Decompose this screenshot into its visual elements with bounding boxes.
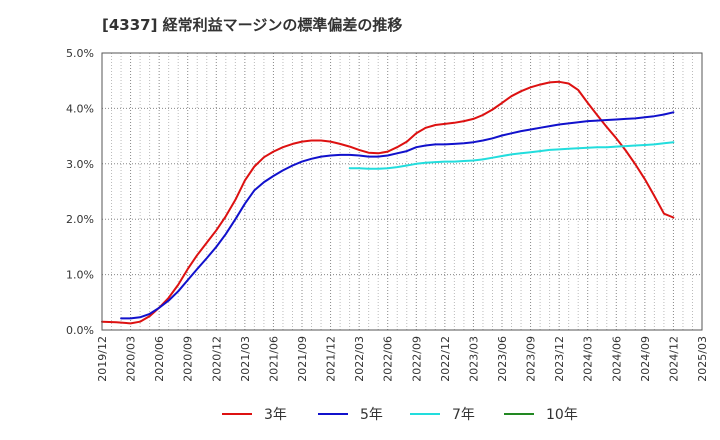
x-tick-label: 2024/09 xyxy=(639,336,652,382)
y-tick-label: 2.0% xyxy=(66,213,94,226)
y-tick-label: 3.0% xyxy=(66,158,94,171)
x-tick-label: 2020/09 xyxy=(182,336,195,382)
x-tick-label: 2023/03 xyxy=(467,336,480,382)
legend-label: 10年 xyxy=(546,407,578,423)
x-tick-label: 2022/06 xyxy=(382,336,395,382)
series-layer xyxy=(101,80,675,325)
x-tick-label: 2025/03 xyxy=(696,336,709,382)
x-tick-label: 2019/12 xyxy=(96,336,109,382)
grid-layer xyxy=(102,53,702,330)
x-tick-label: 2020/03 xyxy=(125,336,138,382)
x-tick-label: 2021/09 xyxy=(296,336,309,382)
x-tick-label: 2022/03 xyxy=(353,336,366,382)
chart-title: [4337] 経常利益マージンの標準偏差の推移 xyxy=(102,16,403,34)
x-tick-label: 2023/06 xyxy=(496,336,509,382)
x-tick-label: 2023/12 xyxy=(553,336,566,382)
series-line-2 xyxy=(348,141,675,170)
x-tick-label: 2024/03 xyxy=(582,336,595,382)
x-tick-label: 2024/06 xyxy=(610,336,623,382)
y-axis-ticks: 0.0% 1.0% 2.0% 3.0% 4.0% 5.0% xyxy=(66,47,94,337)
x-axis-ticks: 2019/12 2020/03 2020/06 2020/09 2020/12 2021/… xyxy=(96,336,709,382)
plot-frame xyxy=(101,52,703,331)
x-tick-label: 2021/03 xyxy=(239,336,252,382)
legend: 3年 5年 7年 10年 xyxy=(222,407,578,423)
legend-label: 5年 xyxy=(360,407,383,423)
y-tick-label: 5.0% xyxy=(66,47,94,60)
series-line-0 xyxy=(101,80,675,325)
x-tick-label: 2021/06 xyxy=(267,336,280,382)
legend-label: 7年 xyxy=(452,407,475,423)
y-tick-label: 0.0% xyxy=(66,324,94,337)
x-tick-label: 2022/09 xyxy=(410,336,423,382)
series-line-1 xyxy=(120,111,675,320)
y-tick-label: 1.0% xyxy=(66,269,94,282)
y-tick-label: 4.0% xyxy=(66,102,94,115)
x-tick-label: 2021/12 xyxy=(325,336,338,382)
x-tick-label: 2020/12 xyxy=(210,336,223,382)
legend-label: 3年 xyxy=(264,407,287,423)
x-tick-label: 2023/09 xyxy=(525,336,538,382)
x-tick-label: 2024/12 xyxy=(667,336,680,382)
x-tick-label: 2020/06 xyxy=(153,336,166,382)
x-tick-label: 2022/12 xyxy=(439,336,452,382)
